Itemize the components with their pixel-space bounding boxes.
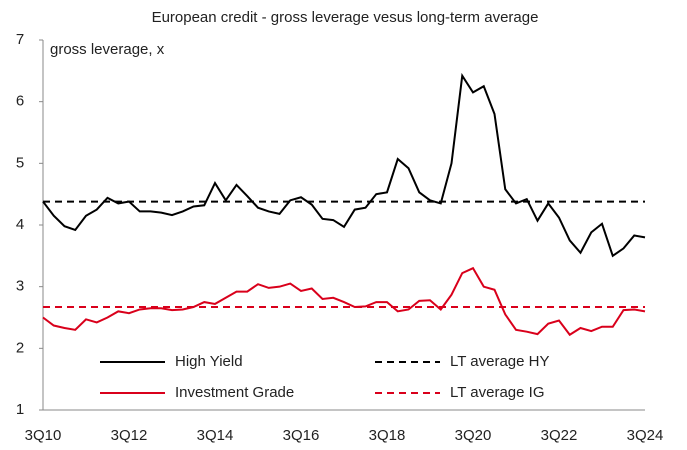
y-tick-label: 6: [16, 93, 24, 110]
x-tick-label: 3Q10: [25, 427, 62, 444]
y-tick-label: 7: [16, 31, 24, 48]
legend-label: Investment Grade: [175, 384, 294, 401]
y-tick-label: 1: [16, 401, 24, 418]
y-tick-label: 5: [16, 154, 24, 171]
y-tick-label: 4: [16, 216, 24, 233]
y-tick-label: 2: [16, 339, 24, 356]
series-line: [42, 72, 646, 258]
x-tick-label: 3Q22: [541, 427, 578, 444]
x-tick-label: 3Q24: [627, 427, 664, 444]
x-tick-label: 3Q14: [197, 427, 234, 444]
x-tick-label: 3Q20: [455, 427, 492, 444]
x-tick-label: 3Q16: [283, 427, 320, 444]
x-tick-label: 3Q18: [369, 427, 406, 444]
legend-label: High Yield: [175, 353, 243, 370]
x-tick-label: 3Q12: [111, 427, 148, 444]
legend-label: LT average HY: [450, 353, 550, 370]
y-tick-label: 3: [16, 278, 24, 295]
series-line: [42, 266, 646, 337]
chart-title: European credit - gross leverage vesus l…: [152, 9, 539, 26]
legend-label: LT average IG: [450, 384, 545, 401]
y-axis-label: gross leverage, x: [50, 41, 165, 58]
